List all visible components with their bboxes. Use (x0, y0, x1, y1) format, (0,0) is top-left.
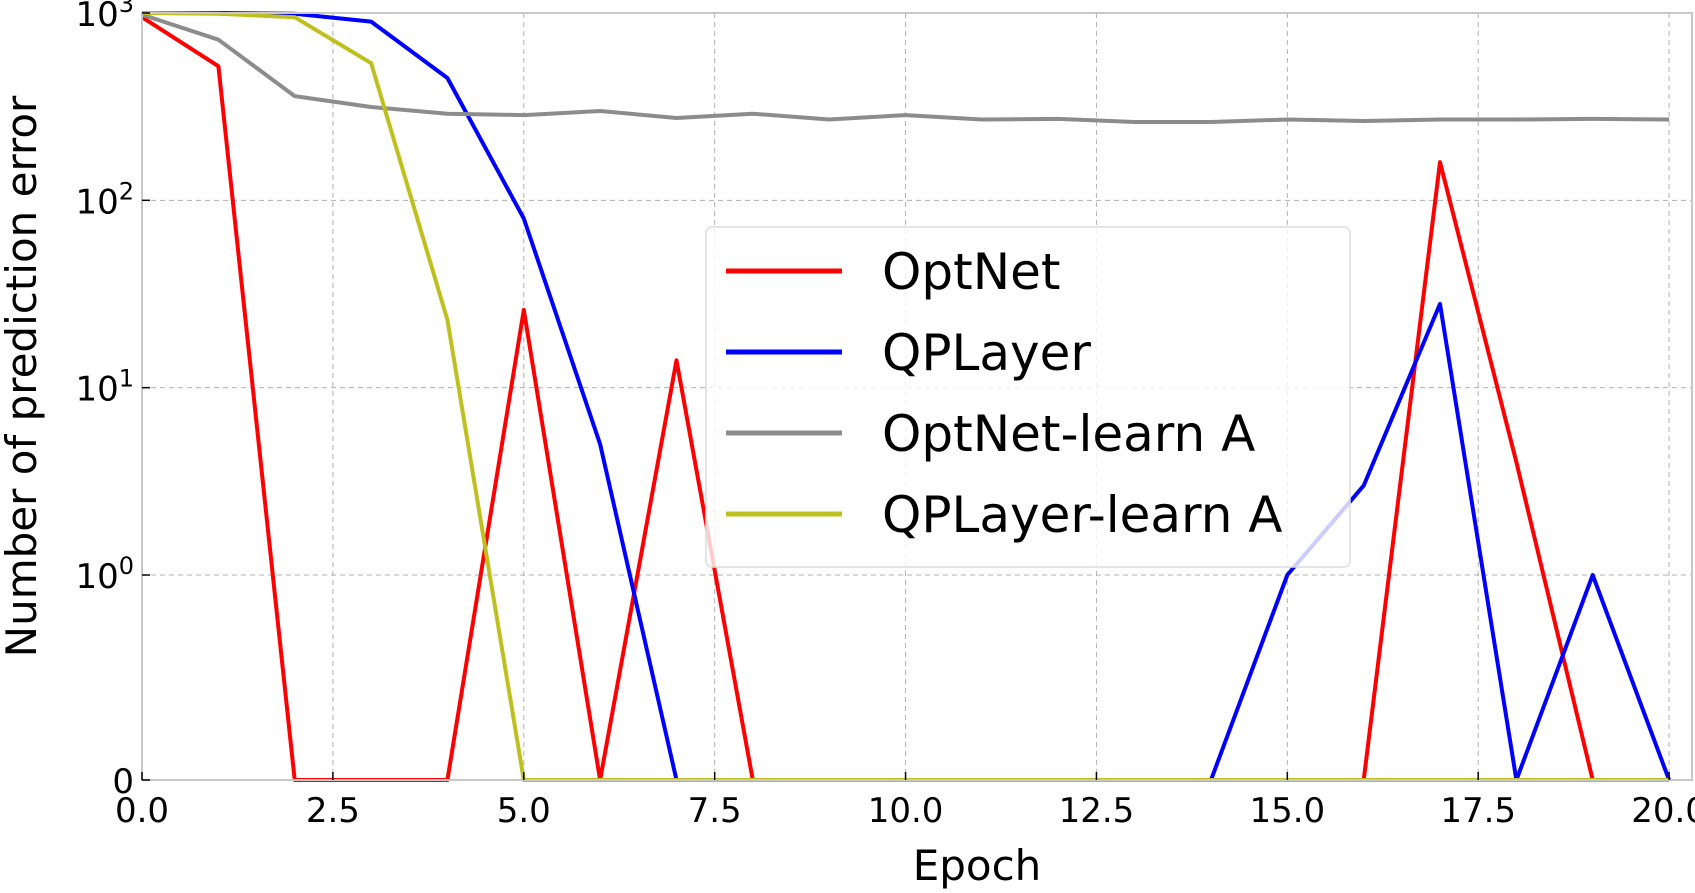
legend-label-optnet: OptNet (882, 243, 1060, 301)
legend-box (705, 226, 1351, 568)
x-axis-label: Epoch (913, 841, 1042, 890)
x-tick-label: 15.0 (1249, 791, 1325, 831)
legend-label-optnet-learn-a: OptNet-learn A (882, 405, 1255, 463)
y-tick-label: 0 (112, 762, 134, 802)
x-tick-label: 7.5 (688, 791, 742, 831)
y-axis-ticks: 0 100 101 102 103 (75, 0, 150, 802)
x-axis-ticks: 0.0 2.5 5.0 7.5 10.0 12.5 15.0 17.5 20.0 (115, 772, 1695, 831)
x-tick-label: 12.5 (1059, 791, 1135, 831)
legend: OptNet QPLayer OptNet-learn A QPLayer-learn… (705, 226, 1351, 568)
x-tick-label: 2.5 (306, 791, 360, 831)
legend-label-qplayer: QPLayer (882, 324, 1091, 382)
y-tick-label: 103 (75, 0, 134, 35)
series-line-optnet-learn-a (141, 12, 1670, 124)
x-tick-label: 20.0 (1631, 791, 1695, 831)
x-tick-label: 0.0 (115, 791, 169, 831)
x-tick-label: 5.0 (497, 791, 551, 831)
x-tick-label: 17.5 (1440, 791, 1516, 831)
y-tick-label: 101 (75, 365, 134, 410)
x-tick-label: 10.0 (868, 791, 944, 831)
plot-frame (141, 12, 1693, 781)
y-axis-label: Number of prediction error (0, 95, 46, 657)
y-tick-label: 102 (75, 177, 134, 222)
y-tick-label: 100 (75, 552, 134, 597)
legend-label-qplayer-learn-a: QPLayer-learn A (882, 486, 1283, 544)
